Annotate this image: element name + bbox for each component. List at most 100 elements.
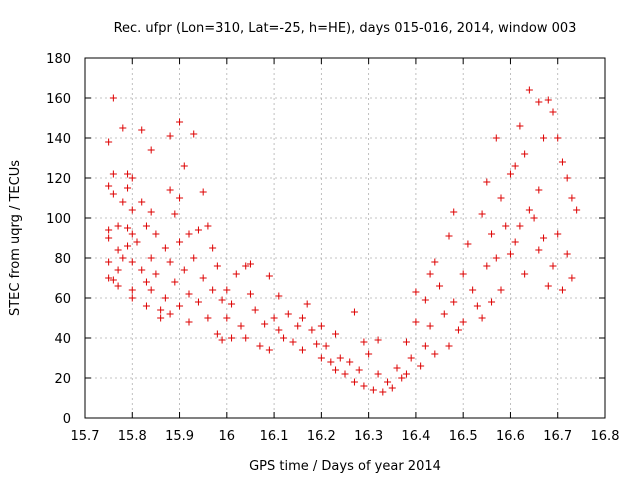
data-point (128, 294, 136, 302)
data-point (360, 382, 368, 390)
x-tick-label: 15.8 (118, 429, 147, 444)
data-point (119, 124, 127, 132)
data-point (417, 362, 425, 370)
y-tick-label: 40 (54, 332, 71, 347)
data-point (454, 326, 462, 334)
data-point (535, 246, 543, 254)
data-point (426, 322, 434, 330)
data-point (289, 338, 297, 346)
data-point (185, 230, 193, 238)
data-point (341, 370, 349, 378)
data-point (398, 374, 406, 382)
data-point (109, 276, 117, 284)
data-point (105, 182, 113, 190)
data-point (535, 186, 543, 194)
data-point (525, 206, 533, 214)
y-tick-label: 20 (54, 372, 71, 387)
data-point (506, 170, 514, 178)
data-point (445, 342, 453, 350)
data-point (365, 350, 373, 358)
data-point (402, 370, 410, 378)
data-point (308, 326, 316, 334)
x-tick-label: 16.5 (449, 429, 478, 444)
data-point (128, 174, 136, 182)
data-point (445, 232, 453, 240)
data-point (251, 306, 259, 314)
data-point (185, 318, 193, 326)
data-point (327, 358, 335, 366)
data-point (421, 342, 429, 350)
data-point (180, 162, 188, 170)
data-point (384, 378, 392, 386)
data-point (332, 330, 340, 338)
data-point (568, 274, 576, 282)
data-point (544, 282, 552, 290)
x-tick-label: 16.8 (591, 429, 620, 444)
data-point (360, 338, 368, 346)
data-point (346, 358, 354, 366)
data-point (450, 298, 458, 306)
data-point (369, 386, 377, 394)
data-point (431, 258, 439, 266)
data-point (558, 158, 566, 166)
data-point (128, 258, 136, 266)
data-point (138, 198, 146, 206)
data-point (209, 244, 217, 252)
x-tick-label: 15.7 (71, 429, 100, 444)
data-point (161, 244, 169, 252)
data-point (303, 300, 311, 308)
data-point (388, 384, 396, 392)
data-point (464, 240, 472, 248)
data-point (402, 338, 410, 346)
data-point (124, 242, 132, 250)
data-point (350, 378, 358, 386)
data-point (568, 194, 576, 202)
x-axis-label: GPS time / Days of year 2014 (249, 459, 441, 474)
data-point (242, 334, 250, 342)
data-point (147, 208, 155, 216)
data-point (374, 370, 382, 378)
data-point (128, 230, 136, 238)
data-point (213, 330, 221, 338)
data-point (317, 322, 325, 330)
data-point (265, 272, 273, 280)
data-point (511, 238, 519, 246)
grid (85, 58, 605, 418)
data-point (232, 270, 240, 278)
data-point (459, 270, 467, 278)
data-point (228, 300, 236, 308)
data-point (525, 86, 533, 94)
data-point (176, 194, 184, 202)
data-point (275, 326, 283, 334)
y-tick-label: 120 (46, 172, 71, 187)
data-point (171, 210, 179, 218)
data-point (124, 224, 132, 232)
chart-title: Rec. ufpr (Lon=310, Lat=-25, h=HE), days… (114, 21, 577, 36)
data-point (147, 286, 155, 294)
data-point (124, 184, 132, 192)
x-tick-label: 16.2 (307, 429, 336, 444)
plot-frame (84, 57, 606, 419)
data-point (194, 298, 202, 306)
data-point (483, 262, 491, 270)
data-point (549, 262, 557, 270)
data-point (573, 206, 581, 214)
data-point (128, 206, 136, 214)
data-point (502, 222, 510, 230)
data-point (558, 286, 566, 294)
data-point (317, 354, 325, 362)
data-point (492, 254, 500, 262)
data-point (119, 198, 127, 206)
data-point (544, 96, 552, 104)
data-point (105, 138, 113, 146)
data-point (218, 296, 226, 304)
x-tick-label: 16.6 (496, 429, 525, 444)
data-point (166, 186, 174, 194)
x-tick-label: 16.3 (354, 429, 383, 444)
data-point (138, 266, 146, 274)
data-point (194, 226, 202, 234)
data-point (554, 134, 562, 142)
data-point (516, 222, 524, 230)
data-point (142, 222, 150, 230)
data-point (350, 308, 358, 316)
